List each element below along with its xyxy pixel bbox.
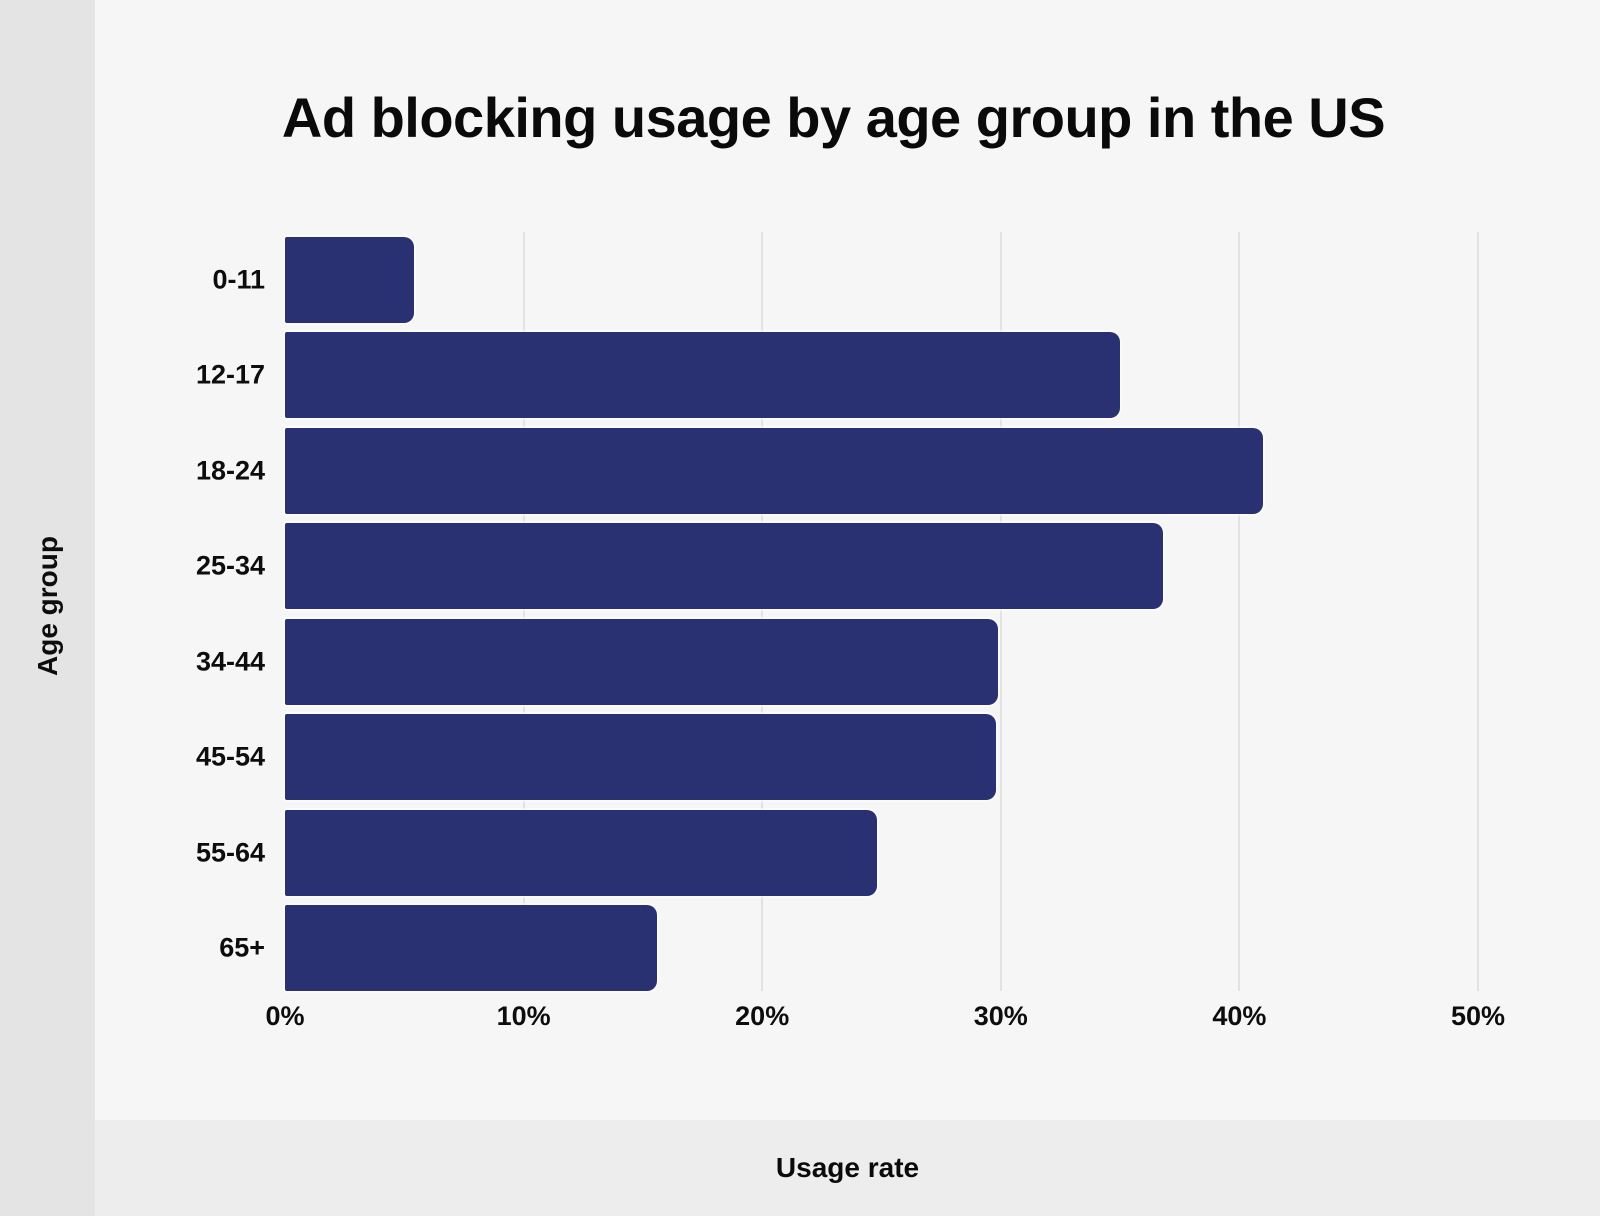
y-tick-label-12-17: 12-17 — [195, 359, 265, 390]
y-tick-label-55-64: 55-64 — [195, 837, 265, 868]
bar-55-64 — [285, 809, 877, 896]
bar-34-44 — [285, 618, 999, 705]
y-tick-label-25-34: 25-34 — [195, 550, 265, 581]
bar-row-0-11: 0-11 — [212, 237, 1560, 323]
x-tick-label-20: 20% — [735, 1001, 790, 1031]
bar-row-18-24: 18-24 — [196, 427, 1560, 514]
bar-25-34 — [285, 523, 1164, 610]
x-axis-ticks: 0% 10% 20% 30% 40% 50% — [265, 1001, 1560, 1035]
x-tick-label-0: 0% — [265, 1001, 305, 1031]
bar-0-11 — [285, 237, 414, 323]
x-axis-title: Usage rate — [775, 1152, 920, 1183]
y-axis-title: Age group — [32, 536, 63, 676]
bar-45-54 — [285, 714, 997, 801]
chart-title: Ad blocking usage by age group in the US — [281, 86, 1386, 149]
y-tick-label-65+: 65+ — [219, 932, 265, 963]
y-tick-label-0-11: 0-11 — [212, 264, 265, 295]
gridline-50 — [1477, 232, 1479, 991]
bar-row-45-54: 45-54 — [196, 714, 1560, 801]
x-axis-title-band: Usage rate — [95, 1120, 1600, 1216]
left-gutter — [0, 0, 95, 1216]
x-tick-label-40: 40% — [1212, 1001, 1267, 1031]
bar-65+ — [285, 905, 658, 991]
bar-row-25-34: 25-34 — [196, 523, 1560, 610]
x-tick-label-50: 50% — [1450, 1001, 1506, 1031]
gridline-10 — [522, 232, 525, 991]
bar-row-34-44: 34-44 — [196, 618, 1560, 705]
bar-row-55-64: 55-64 — [196, 809, 1560, 896]
gridline-20 — [761, 232, 764, 991]
bar-12-17 — [285, 332, 1121, 419]
gridline-40 — [1238, 232, 1241, 991]
bar-18-24 — [285, 427, 1264, 514]
bar-row-12-17: 12-17 — [196, 332, 1560, 419]
x-tick-label-30: 30% — [973, 1001, 1028, 1031]
bar-row-65+: 65+ — [219, 905, 1560, 991]
y-tick-label-34-44: 34-44 — [195, 646, 265, 677]
y-tick-label-18-24: 18-24 — [195, 455, 265, 486]
plot-area: 0-11 12-17 18-24 25-34 34-44 45-54 55-64 65+ — [196, 232, 1560, 991]
x-tick-label-10: 10% — [496, 1001, 551, 1031]
gridline-30 — [999, 232, 1002, 991]
y-tick-label-45-54: 45-54 — [195, 741, 265, 772]
